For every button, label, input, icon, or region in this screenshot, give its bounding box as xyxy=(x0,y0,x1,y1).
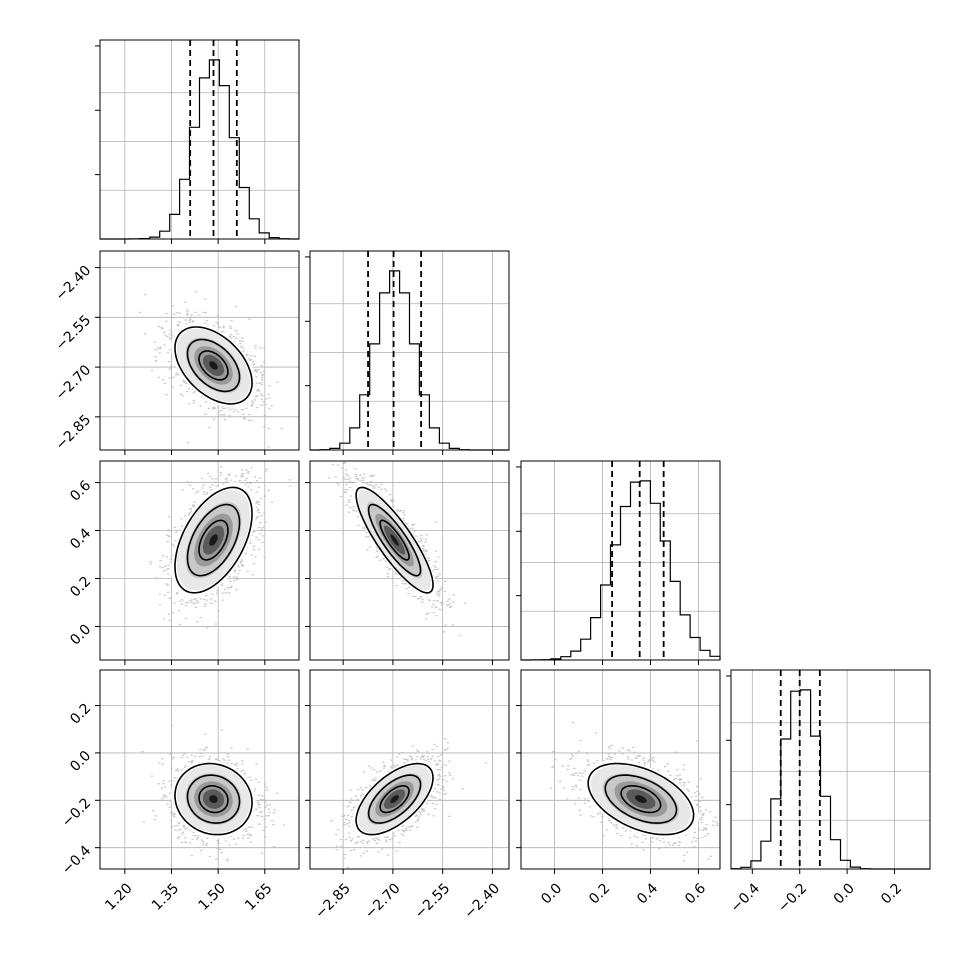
x-tick-label: 1.35 xyxy=(149,880,182,913)
contour-line xyxy=(174,486,253,594)
contour-line xyxy=(198,350,229,381)
axes-frame xyxy=(99,250,300,451)
histogram-step xyxy=(310,270,509,451)
y-tick-label: −2.85 xyxy=(53,412,95,454)
axes-frame xyxy=(309,669,510,870)
scatter-panel-2-0 xyxy=(95,460,300,665)
y-tick-label: −0.2 xyxy=(59,795,94,830)
y-tick-label: 0.0 xyxy=(67,621,94,648)
scatter-panel-3-1 xyxy=(305,669,510,874)
axes-frame xyxy=(309,460,510,661)
scatter-panel-2-1 xyxy=(305,460,510,665)
x-tick-label: −2.85 xyxy=(312,880,354,922)
contour-line xyxy=(367,774,422,824)
x-tick-label: 0.2 xyxy=(878,880,905,907)
density-fill xyxy=(635,795,647,803)
y-tick-label: −2.55 xyxy=(53,312,95,354)
contour-line xyxy=(620,785,662,814)
contour-line xyxy=(367,503,422,577)
density-fill xyxy=(209,361,218,370)
density-fill xyxy=(390,795,399,803)
axes-frame xyxy=(520,669,721,870)
x-tick-label: 0.4 xyxy=(634,880,661,907)
x-tick-label: 1.65 xyxy=(242,880,275,913)
density-layer xyxy=(330,738,488,868)
axes-frame xyxy=(99,39,300,240)
scatter-panel-3-2 xyxy=(516,669,721,874)
contour-line xyxy=(186,774,241,824)
x-tick-label: 0.0 xyxy=(831,880,858,907)
x-tick-label: 1.20 xyxy=(102,880,135,913)
x-tick-label: 1.50 xyxy=(196,880,229,913)
contour-line xyxy=(174,762,253,836)
contour-line xyxy=(379,519,410,561)
y-tick-label: −0.4 xyxy=(59,843,94,878)
contour-line xyxy=(198,785,229,814)
x-tick-label: −0.4 xyxy=(728,880,763,915)
scatter-panel-3-0 xyxy=(95,669,300,874)
density-fill xyxy=(209,795,218,803)
hist-panel-1 xyxy=(305,250,510,455)
x-tick-label: −2.55 xyxy=(412,880,454,922)
contour-line xyxy=(355,486,434,594)
contour-line xyxy=(379,785,410,814)
density-layer xyxy=(149,461,292,630)
y-tick-label: 0.6 xyxy=(67,477,94,504)
hist-panel-3 xyxy=(726,669,931,874)
histogram-step xyxy=(521,480,721,661)
hist-panel-2 xyxy=(516,460,721,665)
axes-frame xyxy=(99,460,300,661)
x-tick-label: 0.2 xyxy=(586,880,613,907)
contour-line xyxy=(186,338,241,393)
y-tick-label: 0.2 xyxy=(67,573,94,600)
axes-frame xyxy=(99,669,300,870)
density-layer xyxy=(141,725,286,862)
y-tick-label: 0.2 xyxy=(67,701,94,728)
y-tick-label: −2.70 xyxy=(53,362,95,404)
contour-line xyxy=(186,503,241,577)
density-fill xyxy=(209,534,218,546)
axes-frame xyxy=(309,250,510,451)
contour-line xyxy=(587,762,695,836)
x-tick-label: −2.70 xyxy=(362,880,404,922)
x-tick-label: 0.0 xyxy=(538,880,565,907)
contour-line xyxy=(604,774,678,824)
y-tick-label: 0.4 xyxy=(67,525,94,552)
axes-frame xyxy=(730,669,931,870)
y-tick-label: −2.40 xyxy=(53,263,95,305)
x-tick-label: −2.40 xyxy=(462,880,504,922)
histogram-step xyxy=(100,59,299,240)
histogram-step xyxy=(730,689,930,870)
contour-line xyxy=(355,762,434,836)
axes-frame xyxy=(520,460,721,661)
x-tick-label: 0.6 xyxy=(682,880,709,907)
density-layer xyxy=(138,291,284,448)
scatter-panel-1-0 xyxy=(95,250,300,455)
contour-line xyxy=(198,519,229,561)
density-layer xyxy=(327,461,467,637)
density-layer xyxy=(549,722,720,862)
density-fill xyxy=(390,534,399,546)
x-tick-label: −0.2 xyxy=(775,880,810,915)
y-tick-label: 0.0 xyxy=(67,748,94,775)
hist-panel-0 xyxy=(95,39,300,244)
contour-line xyxy=(174,326,253,405)
